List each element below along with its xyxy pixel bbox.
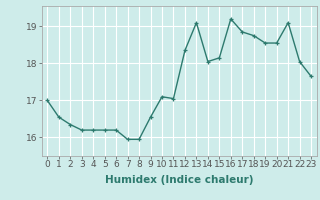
X-axis label: Humidex (Indice chaleur): Humidex (Indice chaleur) — [105, 175, 253, 185]
